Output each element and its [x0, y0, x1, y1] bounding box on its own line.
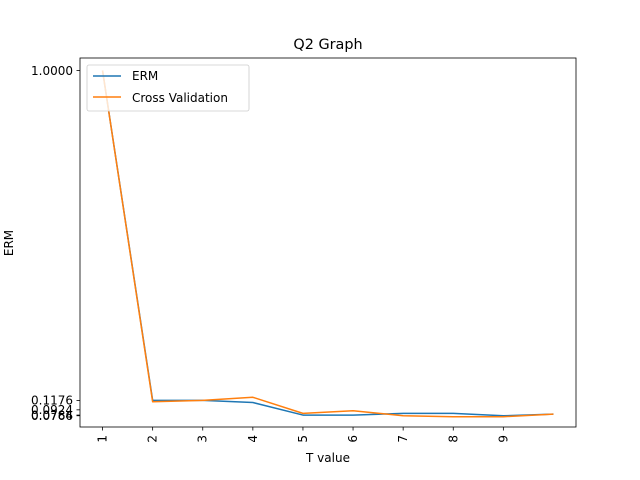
x-tick-label: 6	[346, 435, 360, 443]
y-tick-label: 1.0000	[31, 64, 73, 78]
legend-label-cross-validation: Cross Validation	[132, 91, 228, 105]
legend-box	[86, 64, 250, 112]
plot-lines	[101, 70, 554, 418]
x-tick-label: 7	[396, 435, 410, 443]
legend-label-erm: ERM	[132, 69, 158, 83]
x-tick-label: 1	[96, 435, 110, 443]
x-tick-label: 9	[496, 435, 510, 443]
x-tick-label: 3	[196, 435, 210, 443]
x-tick-label: 4	[246, 435, 260, 443]
y-tick-label: 0.0924	[31, 403, 73, 417]
chart-title: Q2 Graph	[293, 37, 362, 53]
x-tick-label: 8	[446, 435, 460, 443]
y-tick-label: 0.1176	[31, 394, 73, 408]
y-tick-label: 0.0766	[31, 409, 73, 423]
x-tick-label: 2	[146, 435, 160, 443]
y-tick-label: 0.0784	[31, 408, 73, 422]
y-axis-label: ERM	[2, 230, 16, 256]
x-axis-label: T value	[305, 451, 350, 465]
x-tick-label: 5	[296, 435, 310, 443]
plot-frame	[79, 57, 577, 428]
legend: ERM Cross Validation	[86, 64, 250, 112]
series-line-cross-validation	[101, 70, 554, 418]
